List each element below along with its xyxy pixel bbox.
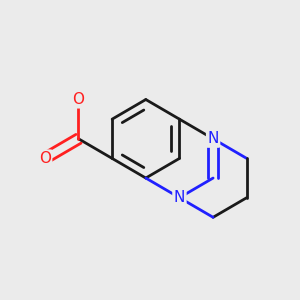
Text: N: N bbox=[174, 190, 185, 205]
Text: O: O bbox=[39, 151, 51, 166]
Text: N: N bbox=[207, 131, 219, 146]
Text: O: O bbox=[73, 92, 85, 107]
